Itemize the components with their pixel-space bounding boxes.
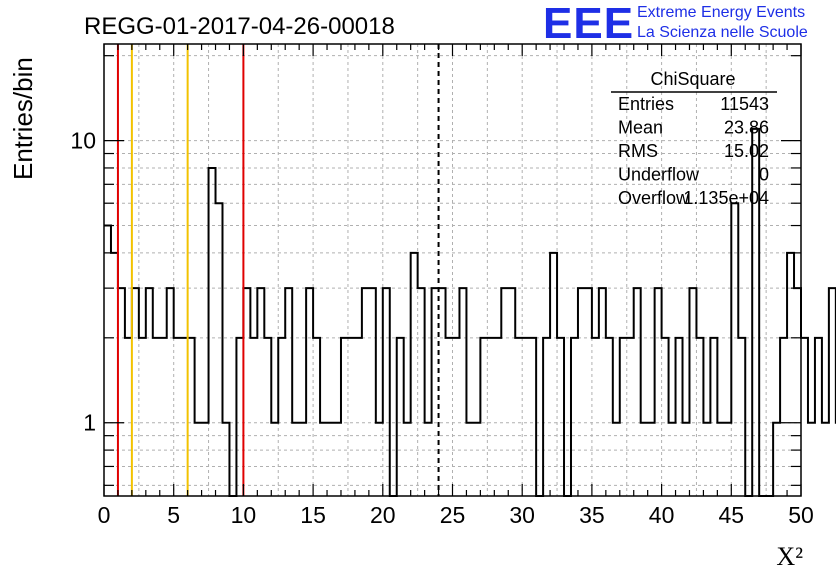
- logo-line-2: La Scienza nelle Scuole: [637, 24, 808, 41]
- histogram-outline: [104, 127, 836, 497]
- stats-box: ChiSquare Entries 11543 Mean 23.86 RMS 15.02 Un…: [611, 69, 777, 208]
- stats-value: 11543: [720, 94, 769, 114]
- y-tick-label: 10: [70, 128, 96, 154]
- x-tick-label: 15: [300, 502, 326, 528]
- stats-label: Mean: [618, 118, 663, 138]
- threshold-lines: [116, 44, 440, 496]
- y-tick-label: 1: [83, 410, 96, 436]
- x-tick-label: 40: [649, 502, 675, 528]
- stats-label: Entries: [618, 94, 674, 114]
- stats-title: ChiSquare: [650, 69, 735, 89]
- stats-label: Overflow: [618, 188, 690, 208]
- x-tick-label: 45: [719, 502, 745, 528]
- x-tick-label: 50: [788, 502, 814, 528]
- x-tick-label: 20: [370, 502, 396, 528]
- histogram-bins: [104, 127, 836, 497]
- y-axis-label: Entries/bin: [8, 57, 38, 180]
- stats-value: 0: [759, 165, 769, 185]
- eee-logo: EEE: [543, 0, 635, 48]
- x-axis-label: X²: [776, 542, 803, 571]
- x-tick-label: 30: [509, 502, 535, 528]
- stats-value: 1.135e+04: [683, 188, 769, 208]
- stats-label: RMS: [618, 141, 658, 161]
- x-tick-label: 35: [579, 502, 605, 528]
- stats-label: Underflow: [618, 165, 700, 185]
- logo-line-1: Extreme Energy Events: [637, 4, 806, 21]
- x-tick-label: 0: [98, 502, 111, 528]
- chart-title: REGG-01-2017-04-26-00018: [84, 13, 395, 40]
- x-tick-label: 25: [440, 502, 466, 528]
- x-tick-label: 5: [167, 502, 180, 528]
- x-tick-label: 10: [231, 502, 257, 528]
- axis-ticks: 0 5 10 15 20 25 30 35 40 45 50 1 10: [70, 44, 814, 528]
- stats-value: 23.86: [724, 118, 769, 138]
- stats-value: 15.02: [724, 141, 769, 161]
